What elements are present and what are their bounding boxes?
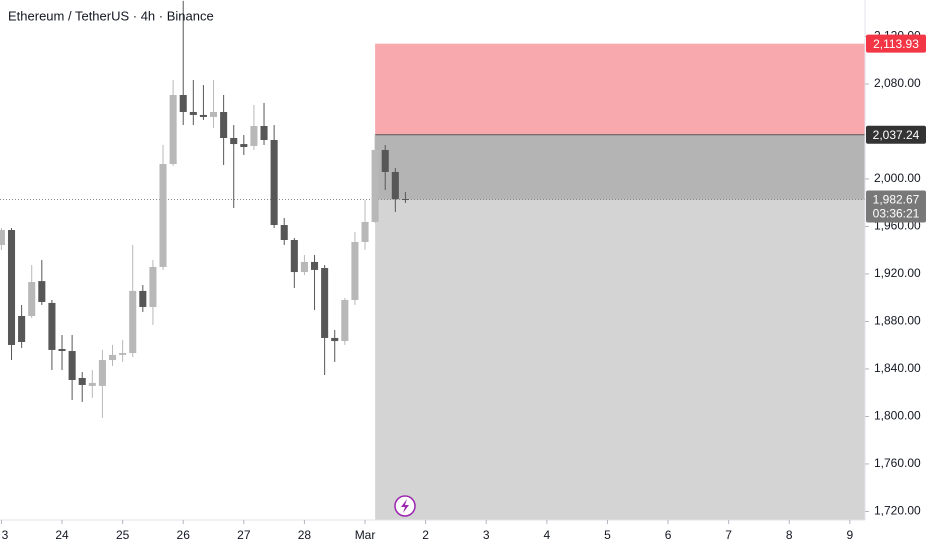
chart-title: Ethereum / TetherUS · 4h · Binance: [8, 8, 214, 23]
candle-body: [361, 221, 369, 243]
x-tick-label: 7: [725, 528, 732, 542]
candle-body: [401, 199, 409, 201]
candle-body: [199, 114, 207, 117]
candle-body: [108, 354, 117, 361]
candle-body: [331, 337, 339, 342]
x-tick-label: 5: [604, 528, 611, 542]
x-tick-label: 3: [2, 528, 9, 542]
y-tick-label: 1,760.00: [874, 456, 921, 470]
candle-body: [220, 111, 228, 138]
x-tick-label: 8: [786, 528, 793, 542]
open-pnl-zone: [375, 134, 865, 200]
x-tick-label: 6: [665, 528, 672, 542]
entry-price-tag: [866, 125, 926, 144]
candle-body: [341, 299, 349, 342]
candle-body: [139, 290, 147, 307]
candle-body: [260, 125, 268, 141]
x-tick-label: 2: [422, 528, 429, 542]
y-tick-label: 1,720.00: [874, 504, 921, 518]
candle-body: [18, 315, 26, 342]
candle-body: [119, 353, 127, 355]
candle-body: [310, 261, 319, 270]
x-tick-label: 28: [298, 528, 312, 542]
candle-body: [88, 382, 96, 386]
x-tick-label: 4: [543, 528, 550, 542]
icon-bolt[interactable]: [401, 499, 409, 513]
y-tick-label: 1,840.00: [874, 361, 921, 375]
candle-body: [230, 137, 238, 145]
candle-body: [391, 171, 399, 200]
x-tick-label: 24: [55, 528, 69, 542]
candle-body: [28, 282, 36, 316]
y-tick-label: 2,080.00: [874, 76, 921, 90]
candle-body: [280, 225, 288, 240]
candle-body: [270, 140, 278, 226]
y-tick-label: 1,800.00: [874, 409, 921, 423]
candle-body: [98, 360, 106, 386]
candle-body: [209, 111, 218, 117]
last-price-label: 1,982.67: [873, 193, 920, 207]
y-tick-label: 2,000.00: [874, 171, 921, 185]
candle-body: [78, 377, 86, 385]
x-tick-label: 3: [483, 528, 490, 542]
candle-body: [189, 111, 197, 115]
candle-body: [149, 266, 157, 307]
target-zone: [375, 134, 865, 521]
candle-body: [159, 163, 167, 267]
candle-body: [240, 144, 248, 148]
candle-body: [321, 268, 329, 338]
entry-price-tag-label: 2,037.24: [873, 128, 920, 142]
candle-body: [0, 230, 5, 245]
candle-body: [58, 349, 66, 352]
y-tick-label: 1,920.00: [874, 266, 921, 280]
candle-body: [250, 125, 258, 146]
x-tick-label: 26: [177, 528, 191, 542]
stop-zone: [375, 43, 865, 135]
x-tick-label: 27: [237, 528, 251, 542]
lightning-icon[interactable]: [394, 495, 416, 517]
x-tick-label: 9: [847, 528, 854, 542]
countdown-label: 03:36:21: [873, 207, 920, 221]
candle-body: [38, 281, 46, 302]
last-price-tag: [866, 190, 926, 223]
candle-body: [371, 149, 379, 222]
x-tick-label: Mar: [355, 528, 376, 542]
candle-body: [300, 261, 308, 273]
y-tick-label: 1,880.00: [874, 314, 921, 328]
candle-body: [351, 242, 359, 300]
candle-body: [169, 94, 177, 164]
candle-body: [290, 239, 298, 273]
candle-body: [381, 149, 389, 172]
stop-price-tag: [866, 34, 926, 53]
candle-body: [7, 230, 16, 345]
candle-body: [48, 302, 56, 350]
candle-body: [179, 94, 187, 112]
candle-body: [129, 290, 137, 354]
candle-body: [68, 351, 76, 380]
stop-price-tag-label: 2,113.93: [873, 37, 919, 51]
x-tick-label: 25: [116, 528, 130, 542]
